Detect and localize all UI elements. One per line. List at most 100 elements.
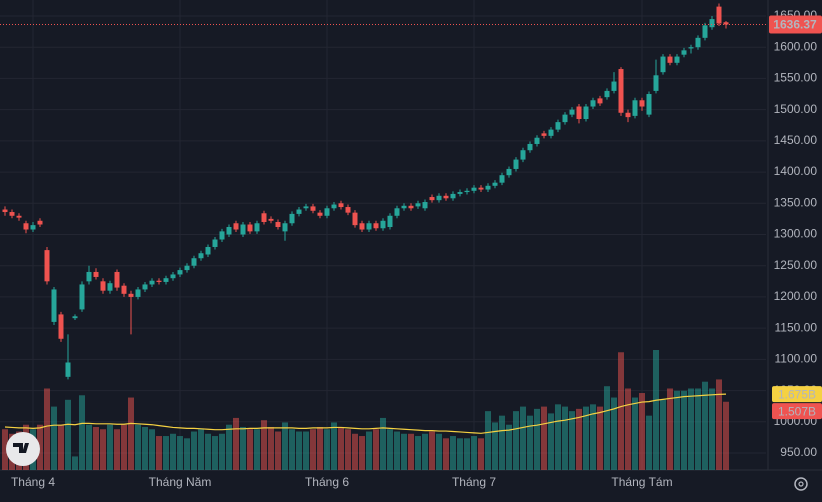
candle-body bbox=[485, 185, 491, 190]
volume-bar bbox=[667, 388, 673, 470]
candle-body bbox=[569, 109, 575, 115]
candle-body bbox=[296, 209, 302, 214]
candle-body bbox=[464, 190, 470, 193]
volume-bar bbox=[548, 413, 554, 470]
volume-bar bbox=[611, 397, 617, 470]
candle-body bbox=[653, 75, 659, 91]
volume-bar bbox=[345, 429, 351, 470]
volume-bar bbox=[723, 401, 729, 470]
volume-bar bbox=[352, 433, 358, 470]
settings-icon[interactable] bbox=[794, 477, 808, 491]
candle-body bbox=[352, 212, 358, 226]
candle-body bbox=[415, 203, 421, 207]
candle-body bbox=[639, 100, 645, 107]
volume-bar bbox=[422, 433, 428, 470]
candle-body bbox=[394, 208, 400, 216]
x-tick-label: Tháng 7 bbox=[452, 475, 496, 489]
candle-body bbox=[86, 271, 92, 282]
candle-body bbox=[541, 133, 547, 136]
y-tick-label: 1450.00 bbox=[774, 133, 818, 147]
candle-body bbox=[443, 195, 449, 199]
candle-body bbox=[121, 285, 127, 294]
volume-bar bbox=[485, 411, 491, 470]
candle-body bbox=[317, 212, 323, 216]
candle-body bbox=[478, 187, 484, 190]
volume-bar bbox=[429, 431, 435, 470]
volume-bar bbox=[387, 429, 393, 470]
candle-body bbox=[471, 187, 477, 191]
tradingview-logo[interactable] bbox=[6, 432, 40, 466]
volume-bar bbox=[688, 388, 694, 470]
volume-bar bbox=[51, 406, 57, 470]
candle-body bbox=[184, 265, 190, 271]
volume-bar bbox=[576, 408, 582, 470]
candle-body bbox=[44, 250, 50, 282]
candle-body bbox=[513, 159, 519, 169]
candle-body bbox=[30, 225, 36, 230]
y-tick-label: 1300.00 bbox=[774, 227, 818, 241]
volume-bar bbox=[107, 424, 113, 470]
gear-hub bbox=[798, 481, 804, 487]
candle-body bbox=[604, 90, 610, 98]
candle-body bbox=[709, 19, 715, 28]
candle-body bbox=[632, 100, 638, 116]
last-price-label: 1636.37 bbox=[773, 18, 817, 32]
candle-body bbox=[254, 223, 260, 232]
volume-bar bbox=[366, 431, 372, 470]
candle-body bbox=[65, 362, 71, 377]
volume-bar bbox=[44, 388, 50, 470]
candle-body bbox=[114, 271, 120, 288]
volume-bar bbox=[163, 436, 169, 470]
candle-body bbox=[128, 293, 134, 297]
y-tick-label: 1550.00 bbox=[774, 71, 818, 85]
volume-bar bbox=[443, 438, 449, 470]
candle-body bbox=[499, 175, 505, 183]
volume-bar bbox=[436, 433, 442, 470]
candle-body bbox=[23, 223, 29, 230]
candle-body bbox=[562, 114, 568, 123]
volume-bar bbox=[555, 404, 561, 470]
candle-body bbox=[345, 207, 351, 213]
volume-bar bbox=[653, 350, 659, 470]
candle-body bbox=[149, 280, 155, 285]
volume-bar bbox=[331, 422, 337, 470]
y-tick-label: 1500.00 bbox=[774, 102, 818, 116]
volume-bar bbox=[198, 429, 204, 470]
candle-body bbox=[583, 106, 589, 119]
volume-bar bbox=[58, 424, 64, 470]
candle-body bbox=[590, 100, 596, 107]
candle-body bbox=[310, 206, 316, 211]
y-tick-label: 1600.00 bbox=[774, 39, 818, 53]
last-price-box bbox=[769, 15, 822, 34]
candle-body bbox=[170, 274, 176, 279]
candle-body bbox=[324, 208, 330, 216]
x-tick-label: Tháng 4 bbox=[11, 475, 55, 489]
candle-body bbox=[429, 197, 435, 201]
volume-bar bbox=[338, 426, 344, 470]
volume-bar bbox=[261, 420, 267, 470]
volume-bar bbox=[709, 388, 715, 470]
candle-body bbox=[163, 278, 169, 282]
candle-body bbox=[401, 205, 407, 209]
candle-body bbox=[618, 69, 624, 113]
volume-bar bbox=[268, 426, 274, 470]
candle-body bbox=[366, 223, 372, 230]
volume-bar bbox=[674, 390, 680, 470]
volume-bar bbox=[275, 431, 281, 470]
volume-ma-label-box bbox=[772, 386, 822, 403]
candle-body bbox=[646, 94, 652, 115]
volume-bar bbox=[499, 415, 505, 470]
logo-mark bbox=[13, 443, 29, 453]
volume-bar bbox=[177, 436, 183, 470]
volume-bar bbox=[65, 399, 71, 470]
candle-body bbox=[422, 202, 428, 209]
volume-bar bbox=[408, 433, 414, 470]
volume-bar bbox=[639, 393, 645, 470]
candle-body bbox=[219, 231, 225, 240]
volume-bar bbox=[471, 436, 477, 470]
candle-body bbox=[177, 270, 183, 275]
candle-body bbox=[688, 47, 694, 49]
candle-body bbox=[667, 56, 673, 63]
candle-body bbox=[72, 316, 78, 319]
volume-bar bbox=[520, 406, 526, 470]
